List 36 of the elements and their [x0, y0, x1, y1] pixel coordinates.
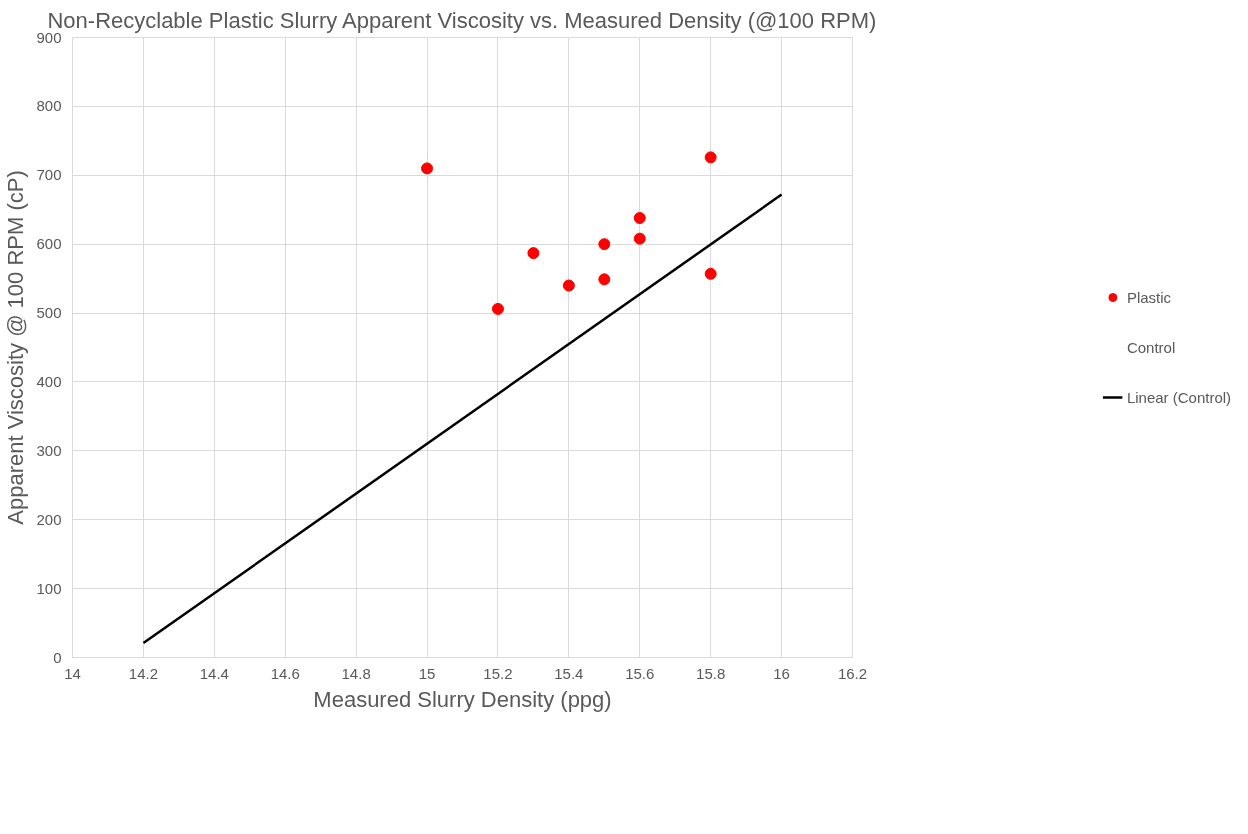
x-tick-label: 15.2: [483, 664, 513, 682]
x-tick-label: 16: [773, 664, 790, 682]
point: [598, 273, 611, 286]
y-tick-label: 200: [36, 510, 62, 528]
x-tick-label: 14.6: [270, 664, 300, 682]
y-tick-label: 100: [36, 579, 62, 597]
y-tick-label: 300: [36, 441, 62, 459]
x-tick-label: 15.6: [625, 664, 655, 682]
point: [704, 151, 717, 164]
point: [704, 267, 717, 280]
x-tick-label: 15.4: [554, 664, 584, 682]
legend-label: Linear (Control): [1126, 388, 1232, 406]
y-tick-label: 800: [36, 97, 62, 115]
x-tick-label: 14: [64, 664, 81, 682]
point: [491, 302, 504, 315]
y-axis-title: Apparent Viscosity @ 100 RPM (cP): [3, 170, 29, 525]
x-tick-label: 15.8: [696, 664, 726, 682]
y-tick-label: 500: [36, 304, 62, 322]
point: [633, 212, 646, 224]
y-tick-label: 600: [36, 235, 62, 253]
text: Control: [1126, 338, 1176, 356]
x-tick-label: 14.2: [128, 664, 159, 682]
point: [633, 232, 646, 245]
point: [562, 279, 575, 292]
x-tick-label: 14.4: [199, 664, 229, 682]
y-tick-label: 700: [36, 166, 62, 184]
y-tick-label: 400: [36, 372, 62, 390]
x-tick-label: 16.2: [837, 664, 868, 682]
legend-label: Plastic: [1126, 288, 1172, 306]
y-tick-label: 0: [53, 648, 62, 666]
x-tick-label: 15: [418, 664, 436, 682]
point: [421, 162, 434, 175]
point: [598, 238, 611, 251]
point: [527, 247, 540, 260]
x-axis-title: Measured Slurry Density (ppg): [313, 686, 612, 712]
x-tick-label: 14.8: [341, 664, 371, 682]
